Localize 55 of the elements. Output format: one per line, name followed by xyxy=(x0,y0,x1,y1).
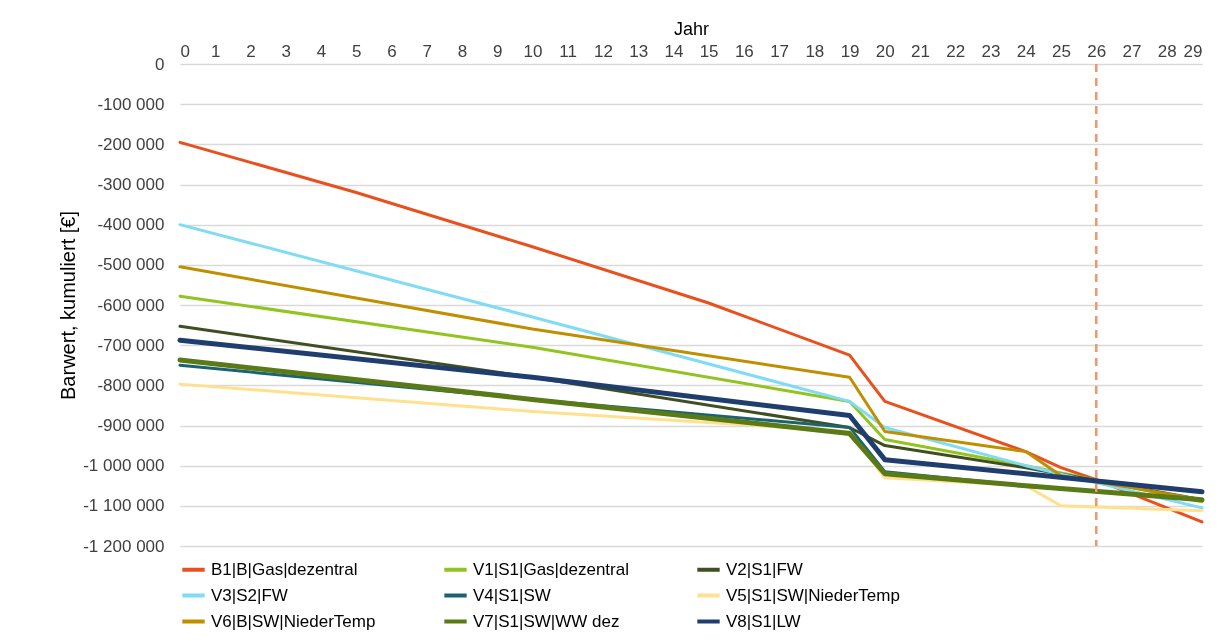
x-tick-label: 20 xyxy=(875,41,895,61)
legend-label: V8|S1|LW xyxy=(726,611,801,631)
x-tick-label: 19 xyxy=(840,41,860,61)
y-tick-label: -900 000 xyxy=(97,416,165,435)
x-tick-label: 22 xyxy=(946,41,966,61)
x-tick-label: 10 xyxy=(523,41,543,61)
y-tick-label: -1 000 000 xyxy=(83,456,165,476)
x-tick-label: 29 xyxy=(1183,41,1203,61)
x-tick-label: 0 xyxy=(180,41,190,61)
x-tick-label: 14 xyxy=(664,41,684,61)
x-tick-label: 3 xyxy=(281,41,291,61)
x-tick-label: 2 xyxy=(246,41,256,61)
legend-label: V4|S1|SW xyxy=(473,585,551,605)
y-tick-label: -100 000 xyxy=(97,94,165,114)
x-tick-label: 6 xyxy=(387,41,397,61)
y-tick-label: -1 200 000 xyxy=(83,536,165,556)
legend-label: V6|B|SW|NiederTemp xyxy=(211,611,376,631)
y-tick-label: -500 000 xyxy=(97,255,165,275)
x-tick-label: 7 xyxy=(422,41,432,61)
legend-label: B1|B|Gas|dezentral xyxy=(211,559,358,579)
x-tick-label: 23 xyxy=(981,41,1001,61)
x-tick-label: 25 xyxy=(1052,41,1071,61)
x-tick-label: 4 xyxy=(316,41,327,61)
y-tick-label: -300 000 xyxy=(97,175,165,194)
line-series xyxy=(178,140,1204,524)
y-tick-label: -600 000 xyxy=(97,295,165,315)
y-axis-title: Barwert, kumuliert [€] xyxy=(57,211,80,400)
y-tick-label: -200 000 xyxy=(97,134,165,154)
x-tick-label: 12 xyxy=(593,41,613,61)
x-tick-label: 17 xyxy=(770,41,790,61)
x-tick-label: 21 xyxy=(911,41,931,61)
x-tick-label: 9 xyxy=(492,41,503,61)
x-tick-label: 11 xyxy=(559,41,577,61)
x-tick-label: 18 xyxy=(805,41,825,61)
y-tick-label: 0 xyxy=(155,54,165,74)
x-axis-title: Jahr xyxy=(673,18,710,39)
legend-label: V2|S1|FW xyxy=(726,559,803,579)
legend-label: V5|S1|SW|NiederTemp xyxy=(726,585,900,605)
x-tick-label: 26 xyxy=(1087,41,1107,61)
x-tick-label: 15 xyxy=(699,41,719,61)
x-tick-label: 5 xyxy=(351,41,362,61)
x-tick-label: 1 xyxy=(211,41,221,61)
x-tick-label: 8 xyxy=(457,41,468,61)
legend-label: V7|S1|SW|WW dez xyxy=(473,611,620,631)
x-tick-label: 16 xyxy=(734,41,754,61)
y-tick-label: -800 000 xyxy=(97,375,165,395)
x-tick-label: 13 xyxy=(629,41,649,61)
y-tick-label: -1 100 000 xyxy=(83,496,165,516)
x-tick-label: 24 xyxy=(1016,41,1036,61)
legend-label: V1|S1|Gas|dezentral xyxy=(473,559,629,579)
y-tick-label: -400 000 xyxy=(97,215,165,235)
legend-label: V3|S2|FW xyxy=(211,585,288,605)
x-tick-label: 28 xyxy=(1157,41,1177,61)
y-tick-label: -700 000 xyxy=(97,335,165,355)
x-tick-label: 27 xyxy=(1122,41,1142,61)
